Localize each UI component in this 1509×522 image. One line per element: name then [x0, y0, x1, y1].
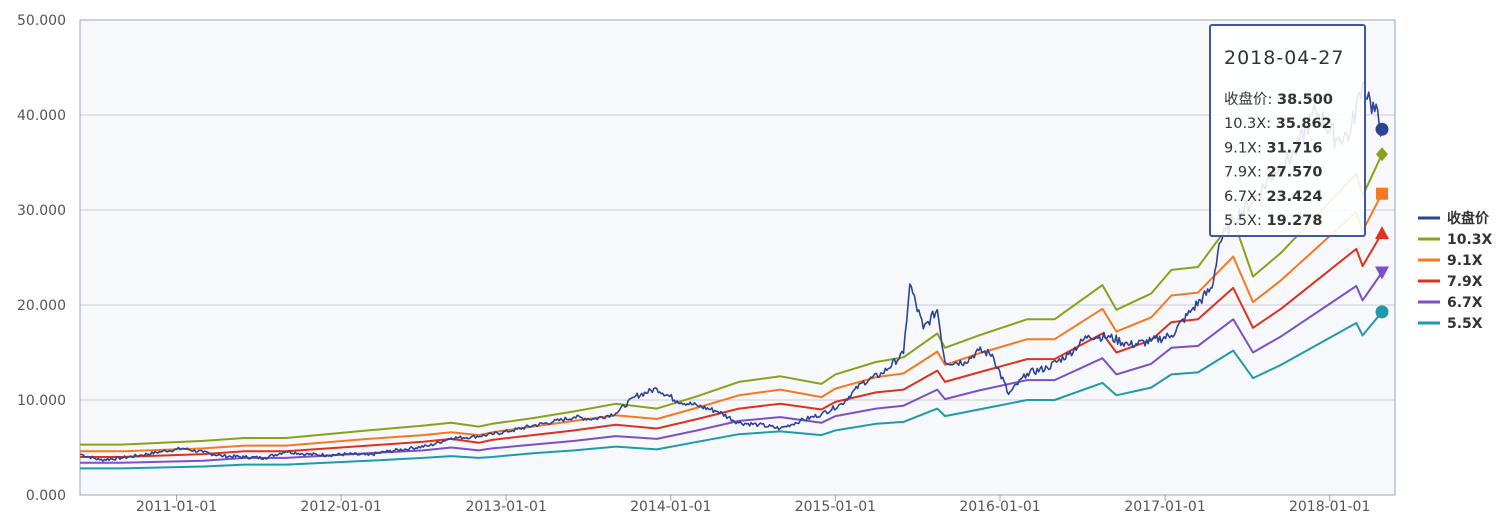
y-tick-label: 10.000: [17, 393, 66, 409]
legend-label: 收盘价: [1447, 210, 1490, 227]
series-end-marker: [1375, 226, 1389, 240]
series-end-marker: [1376, 187, 1388, 200]
y-tick-label: 40.000: [17, 108, 66, 124]
y-tick-label: 30.000: [17, 203, 66, 219]
tooltip: 2018-04-27 收盘价: 38.500 10.3X: 35.862 9.1X:…: [1209, 24, 1366, 237]
legend-label: 9.1X: [1447, 253, 1483, 269]
series-end-markers: [1375, 122, 1389, 319]
series-end-marker: [1375, 305, 1389, 319]
legend-label: 6.7X: [1447, 295, 1483, 311]
tooltip-row: 10.3X: 35.862: [1224, 116, 1332, 132]
series-end-marker: [1375, 122, 1389, 136]
tooltip-row: 9.1X: 31.716: [1224, 140, 1322, 156]
legend-label: 10.3X: [1447, 232, 1493, 248]
tooltip-row: 7.9X: 27.570: [1224, 165, 1322, 181]
tooltip-row: 6.7X: 23.424: [1224, 189, 1322, 205]
x-tick-label: 2015-01-01: [795, 499, 876, 515]
plot-background: [80, 20, 1395, 495]
y-tick-label: 20.000: [17, 298, 66, 314]
x-tick-label: 2014-01-01: [630, 499, 711, 515]
y-tick-label: 0.000: [26, 488, 66, 504]
x-tick-label: 2011-01-01: [136, 499, 217, 515]
series-end-marker: [1375, 266, 1389, 280]
legend-label: 7.9X: [1447, 274, 1483, 290]
tooltip-date: 2018-04-27: [1224, 47, 1344, 69]
series-end-marker: [1376, 147, 1388, 162]
tooltip-row: 收盘价: 38.500: [1224, 90, 1333, 108]
x-tick-label: 2016-01-01: [959, 499, 1040, 515]
series-line: [79, 81, 1383, 462]
y-axis-ticks: 0.000 10.000 20.000 30.000 40.000 50.000: [17, 13, 66, 504]
series-line: [80, 193, 1383, 453]
series-line: [80, 271, 1383, 464]
series-line: [80, 232, 1383, 458]
x-tick-label: 2012-01-01: [300, 499, 381, 515]
tooltip-row: 5.5X: 19.278: [1224, 213, 1322, 229]
x-tick-label: 2013-01-01: [465, 499, 546, 515]
x-tick-label: 2017-01-01: [1124, 499, 1205, 515]
x-axis-ticks: 2011-01-01 2012-01-01 2013-01-01 2014-01-01…: [136, 495, 1370, 515]
series-lines: [79, 81, 1383, 470]
legend-label: 5.5X: [1447, 316, 1483, 332]
tooltip-box: [1209, 24, 1366, 237]
series-line: [80, 153, 1383, 446]
x-tick-label: 2018-01-01: [1289, 499, 1370, 515]
y-tick-label: 50.000: [17, 13, 66, 29]
series-line: [80, 311, 1383, 470]
legend: 收盘价 10.3X 9.1X 7.9X 6.7X 5.5X: [1418, 210, 1493, 332]
plot-border: [79, 19, 1396, 496]
